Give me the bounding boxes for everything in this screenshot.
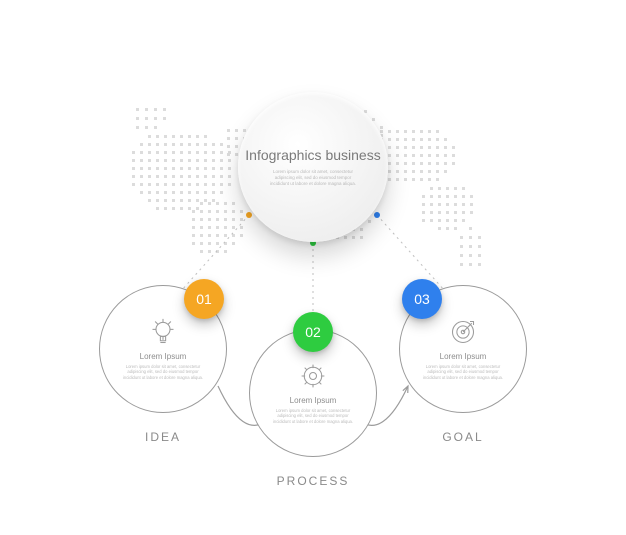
step-body: Lorem ipsum dolor sit amet, consectetur …	[422, 364, 504, 380]
step-body: Lorem ipsum dolor sit amet, consectetur …	[122, 364, 204, 380]
step-badge-idea: 01	[184, 279, 224, 319]
gear-icon	[299, 362, 327, 390]
step-badge-goal: 03	[402, 279, 442, 319]
step-label-idea: IDEA	[103, 430, 223, 444]
center-circle: Infographics business Lorem ipsum dolor …	[238, 92, 388, 242]
step-label-goal: GOAL	[403, 430, 523, 444]
step-body: Lorem ipsum dolor sit amet, consectetur …	[272, 408, 354, 424]
step-heading: Lorem Ipsum	[440, 352, 487, 361]
lightbulb-icon	[149, 318, 177, 346]
center-body: Lorem ipsum dolor sit amet, consectetur …	[268, 169, 358, 187]
step-heading: Lorem Ipsum	[290, 396, 337, 405]
step-label-process: PROCESS	[253, 474, 373, 488]
infographic-canvas: Infographics business Lorem ipsum dolor …	[0, 0, 626, 535]
center-title: Infographics business	[245, 147, 380, 165]
step-heading: Lorem Ipsum	[140, 352, 187, 361]
target-icon	[449, 318, 477, 346]
step-badge-process: 02	[293, 312, 333, 352]
